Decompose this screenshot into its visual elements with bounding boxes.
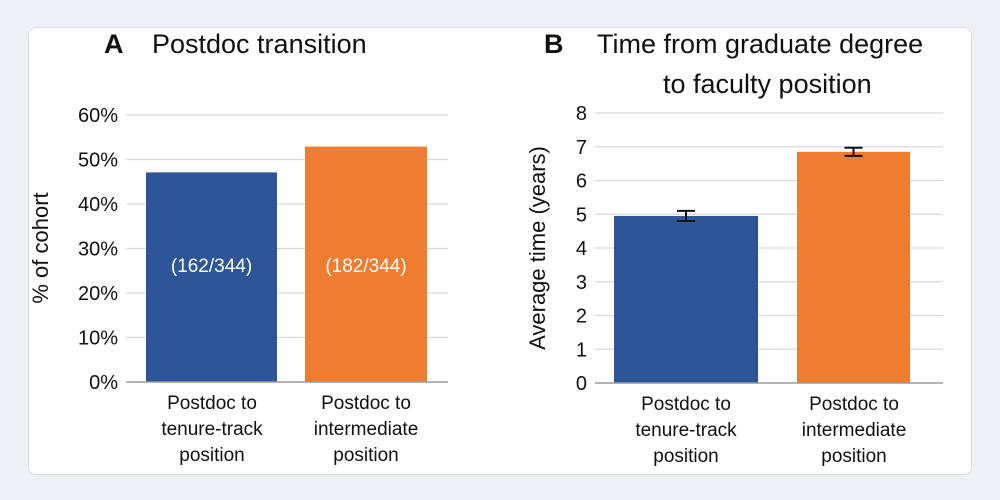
panel-a-y-tick-label: 0% — [89, 372, 118, 394]
panel-b-y-tick-label: 6 — [576, 171, 587, 193]
panel-b-title-line-2: to faculty position — [663, 69, 872, 99]
panel-a-y-tick-label: 60% — [78, 105, 118, 127]
panel-b-title-line-1: Time from graduate degree — [597, 29, 923, 59]
panel-a-category-1-label-line-3: position — [179, 445, 245, 466]
panel-b-category-1-label-line-1: Postdoc to — [641, 394, 731, 415]
panel-a-y-tick-label: 10% — [78, 328, 118, 350]
panel-b-y-tick-label: 2 — [576, 306, 587, 328]
panel-b-y-tick-label: 3 — [576, 272, 587, 294]
panel-a-y-tick-label: 50% — [78, 150, 118, 172]
panel-a-y-axis-label: % of cohort — [28, 192, 53, 303]
panel-b-y-tick-label: 8 — [576, 103, 587, 125]
panel-a-category-1-label-line-2: tenure-track — [161, 419, 263, 440]
panel-a-y-tick-label: 20% — [78, 283, 118, 305]
panel-a-title: Postdoc transition — [152, 29, 367, 59]
panel-b-category-1-label-line-3: position — [653, 446, 719, 467]
panel-b-category-2-label-line-2: intermediate — [802, 420, 907, 441]
panel-a-bar-2-data-label: (182/344) — [325, 256, 406, 277]
panel-a-y-tick-label: 30% — [78, 239, 118, 261]
panel-b-bar-2 — [797, 151, 910, 383]
panel-a-chart: A Postdoc transition % of cohort 0% 10% 20… — [28, 29, 448, 466]
panel-a-bar-1 — [146, 172, 277, 382]
panel-a-category-2-label-line-1: Postdoc to — [321, 393, 411, 414]
panel-b-letter: B — [544, 29, 564, 59]
panel-a-bar-1-data-label: (162/344) — [171, 256, 252, 277]
panel-a-y-tick-label: 40% — [78, 194, 118, 216]
panel-b-chart: B Time from graduate degree to faculty p… — [525, 29, 943, 467]
panel-b-category-2-label-line-3: position — [821, 446, 887, 467]
panel-b-y-tick-label: 5 — [576, 204, 587, 226]
panel-b-category-2-label-line-1: Postdoc to — [809, 394, 899, 415]
panel-b-y-tick-label: 1 — [576, 339, 587, 361]
panel-b-bar-1 — [614, 215, 758, 383]
panel-b-y-tick-label: 7 — [576, 137, 587, 159]
panel-a-category-2-label-line-3: position — [333, 445, 399, 466]
panel-b-category-1-label-line-2: tenure-track — [635, 420, 737, 441]
panel-a-category-2-label-line-2: intermediate — [314, 419, 419, 440]
panel-b-y-tick-label: 0 — [576, 373, 587, 395]
panel-b-y-tick-label: 4 — [576, 238, 587, 260]
panel-a-bar-2 — [305, 146, 427, 382]
panel-a-letter: A — [104, 29, 124, 59]
panel-b-y-axis-label: Average time (years) — [525, 146, 550, 350]
panel-a-category-1-label-line-1: Postdoc to — [167, 393, 257, 414]
